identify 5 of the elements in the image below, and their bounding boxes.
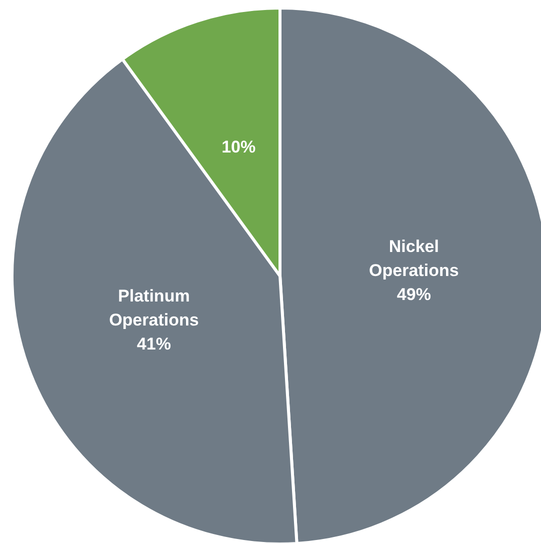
- slice-label: Platinum Operations: [109, 286, 199, 330]
- data-label: 10%: [222, 138, 256, 158]
- data-label: 41%: [136, 334, 171, 354]
- data-label: 49%: [396, 285, 431, 304]
- slice-label: Nickel Operations: [369, 237, 459, 280]
